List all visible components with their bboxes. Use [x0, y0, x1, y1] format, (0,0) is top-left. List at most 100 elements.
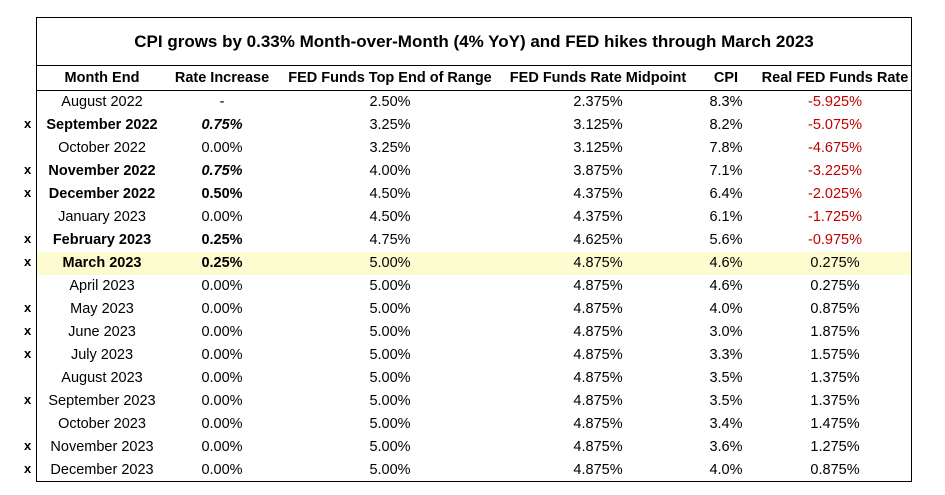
spreadsheet-table: CPI grows by 0.33% Month-over-Month (4% … — [36, 17, 912, 482]
real-fed-rate-cell: -4.675% — [807, 140, 862, 156]
hike-marker: x — [24, 461, 32, 476]
month-cell: October 2023 — [58, 416, 146, 432]
fed-top-end-cell: 4.50% — [369, 209, 411, 225]
table-row: December 2022 0.50% 4.50% 4.375% 6.4% -2.025% — [37, 183, 911, 206]
rate-increase-cell: 0.00% — [201, 416, 243, 432]
header-fed-midpoint: FED Funds Rate Midpoint — [503, 66, 693, 91]
fed-top-end-cell: 5.00% — [369, 370, 411, 386]
month-cell: June 2023 — [68, 324, 136, 340]
hike-marker: x — [24, 346, 32, 361]
header-real-fed-rate: Real FED Funds Rate — [759, 66, 911, 91]
table-body: August 2022 - 2.50% 2.375% 8.3% -5.925% Septem… — [37, 91, 911, 483]
table-title: CPI grows by 0.33% Month-over-Month (4% … — [37, 18, 911, 66]
fed-top-end-cell: 4.00% — [369, 163, 411, 179]
hike-marker — [24, 273, 36, 296]
cpi-cell: 3.6% — [709, 439, 743, 455]
cpi-cell: 3.0% — [709, 324, 743, 340]
hike-marker: x — [24, 231, 32, 246]
month-cell: February 2023 — [52, 232, 152, 248]
month-cell: December 2022 — [48, 186, 156, 202]
rate-increase-cell: 0.00% — [201, 347, 243, 363]
hike-marker — [24, 135, 36, 158]
table-row: December 2023 0.00% 5.00% 4.875% 4.0% 0.875% — [37, 459, 911, 482]
cpi-cell: 7.1% — [709, 163, 743, 179]
month-cell: January 2023 — [58, 209, 146, 225]
cpi-cell: 8.3% — [709, 94, 743, 110]
fed-midpoint-cell: 4.875% — [573, 278, 623, 294]
table-row: June 2023 0.00% 5.00% 4.875% 3.0% 1.875% — [37, 321, 911, 344]
header-month-end: Month End — [37, 66, 167, 91]
rate-increase-cell: - — [219, 94, 225, 110]
real-fed-rate-cell: 0.275% — [810, 278, 860, 294]
fed-midpoint-cell: 3.875% — [573, 163, 623, 179]
fed-top-end-cell: 2.50% — [369, 94, 411, 110]
fed-midpoint-cell: 4.875% — [573, 324, 623, 340]
fed-top-end-cell: 5.00% — [369, 324, 411, 340]
table-row: April 2023 0.00% 5.00% 4.875% 4.6% 0.275% — [37, 275, 911, 298]
fed-top-end-cell: 3.25% — [369, 140, 411, 156]
hike-marker — [24, 204, 36, 227]
table-row: August 2022 - 2.50% 2.375% 8.3% -5.925% — [37, 91, 911, 115]
fed-midpoint-cell: 3.125% — [573, 117, 623, 133]
cpi-cell: 4.6% — [709, 278, 743, 294]
real-fed-rate-cell: -2.025% — [807, 186, 862, 202]
table-row: September 2022 0.75% 3.25% 3.125% 8.2% -5.075… — [37, 114, 911, 137]
fed-midpoint-cell: 4.875% — [573, 370, 623, 386]
fed-midpoint-cell: 4.875% — [573, 462, 623, 478]
real-fed-rate-cell: -5.925% — [807, 94, 862, 110]
hike-marker: x — [24, 392, 32, 407]
rate-increase-cell: 0.00% — [201, 370, 243, 386]
rate-increase-cell: 0.75% — [201, 163, 243, 179]
fed-midpoint-cell: 4.375% — [573, 209, 623, 225]
fed-top-end-cell: 4.50% — [369, 186, 411, 202]
hike-marker — [24, 365, 36, 388]
fed-midpoint-cell: 2.375% — [573, 94, 623, 110]
cpi-cell: 5.6% — [709, 232, 743, 248]
real-fed-rate-cell: 1.375% — [810, 370, 860, 386]
real-fed-rate-cell: -1.725% — [807, 209, 862, 225]
hike-marker: x — [24, 323, 32, 338]
month-cell: April 2023 — [69, 278, 135, 294]
hike-marker: x — [24, 300, 32, 315]
fed-top-end-cell: 5.00% — [369, 278, 411, 294]
month-cell: July 2023 — [70, 347, 134, 363]
fed-top-end-cell: 5.00% — [369, 439, 411, 455]
rate-increase-cell: 0.00% — [201, 462, 243, 478]
month-cell: March 2023 — [37, 252, 167, 275]
fed-midpoint-cell: 4.875% — [573, 393, 623, 409]
real-fed-rate-cell: 1.375% — [810, 393, 860, 409]
rate-increase-cell: 0.25% — [167, 252, 277, 275]
real-fed-rate-cell: 1.875% — [810, 324, 860, 340]
fed-top-end-cell: 3.25% — [369, 117, 411, 133]
hike-marker: x — [24, 254, 32, 269]
fed-midpoint-cell: 4.875% — [573, 301, 623, 317]
rate-increase-cell: 0.00% — [201, 324, 243, 340]
real-fed-rate-cell: -0.975% — [807, 232, 862, 248]
cpi-cell: 7.8% — [709, 140, 743, 156]
fed-top-end-cell: 5.00% — [369, 301, 411, 317]
cpi-cell: 3.3% — [709, 347, 743, 363]
cpi-cell: 3.4% — [709, 416, 743, 432]
table-row: February 2023 0.25% 4.75% 4.625% 5.6% -0.975% — [37, 229, 911, 252]
fed-top-end-cell: 5.00% — [369, 347, 411, 363]
month-cell: October 2022 — [58, 140, 146, 156]
table-row: October 2022 0.00% 3.25% 3.125% 7.8% -4.675% — [37, 137, 911, 160]
month-cell: August 2022 — [61, 94, 143, 110]
month-cell: September 2022 — [46, 117, 158, 133]
hike-marker: x — [24, 438, 32, 453]
fed-midpoint-cell: 4.875% — [573, 439, 623, 455]
fed-top-end-cell: 5.00% — [369, 462, 411, 478]
rate-increase-cell: 0.00% — [201, 278, 243, 294]
cpi-cell: 3.5% — [709, 370, 743, 386]
month-cell: May 2023 — [70, 301, 134, 317]
month-cell: August 2023 — [61, 370, 143, 386]
fed-midpoint-cell: 4.625% — [573, 232, 623, 248]
header-rate-increase: Rate Increase — [167, 66, 277, 91]
real-fed-rate-cell: 1.275% — [810, 439, 860, 455]
header-cpi: CPI — [693, 66, 759, 91]
hike-marker — [24, 89, 36, 112]
real-fed-rate-cell: 0.275% — [759, 252, 911, 275]
cpi-cell: 4.0% — [709, 301, 743, 317]
table-row: November 2022 0.75% 4.00% 3.875% 7.1% -3.225% — [37, 160, 911, 183]
